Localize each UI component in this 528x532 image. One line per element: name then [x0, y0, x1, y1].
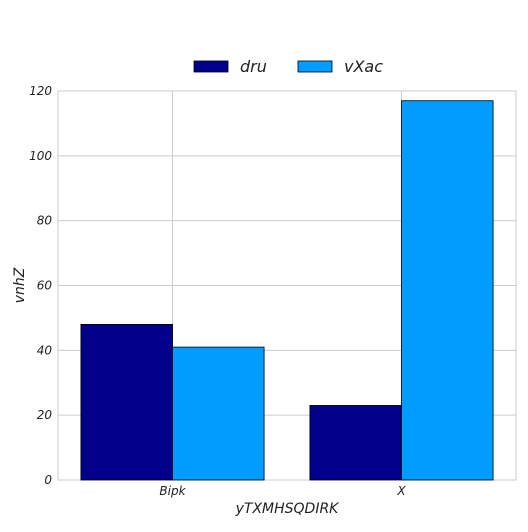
- legend-swatch-dru: [193, 60, 229, 73]
- x-tick-label: Bipk: [159, 484, 186, 498]
- legend-label-vXac: vXac: [344, 57, 383, 76]
- y-tick-label: 80: [37, 214, 53, 228]
- bars: [80, 100, 494, 481]
- y-tick-label: 120: [29, 84, 52, 98]
- bar-dru-Bipk: [80, 323, 173, 481]
- plot-border: [57, 90, 517, 481]
- x-axis-label: yTXMHSQDIRK: [235, 501, 341, 517]
- legend: dru vXac: [193, 57, 383, 76]
- y-axis-label: vnhZ: [12, 267, 28, 303]
- y-tick-label: 100: [29, 149, 52, 163]
- legend-label-dru: dru: [240, 57, 267, 76]
- legend-swatch-vXac: [297, 60, 333, 73]
- x-axis-ticks: Bipk X: [159, 484, 406, 498]
- x-tick-label: X: [396, 484, 406, 498]
- y-tick-label: 60: [37, 279, 53, 293]
- y-tick-label: 40: [37, 343, 53, 357]
- y-tick-label: 0: [44, 473, 52, 487]
- bar-vXac-X: [401, 100, 494, 481]
- bar-dru-X: [309, 405, 402, 481]
- y-tick-label: 20: [37, 408, 53, 422]
- bar-vXac-Bipk: [172, 346, 265, 481]
- y-axis-ticks: 0 20 40 60 80 100 120: [29, 84, 52, 487]
